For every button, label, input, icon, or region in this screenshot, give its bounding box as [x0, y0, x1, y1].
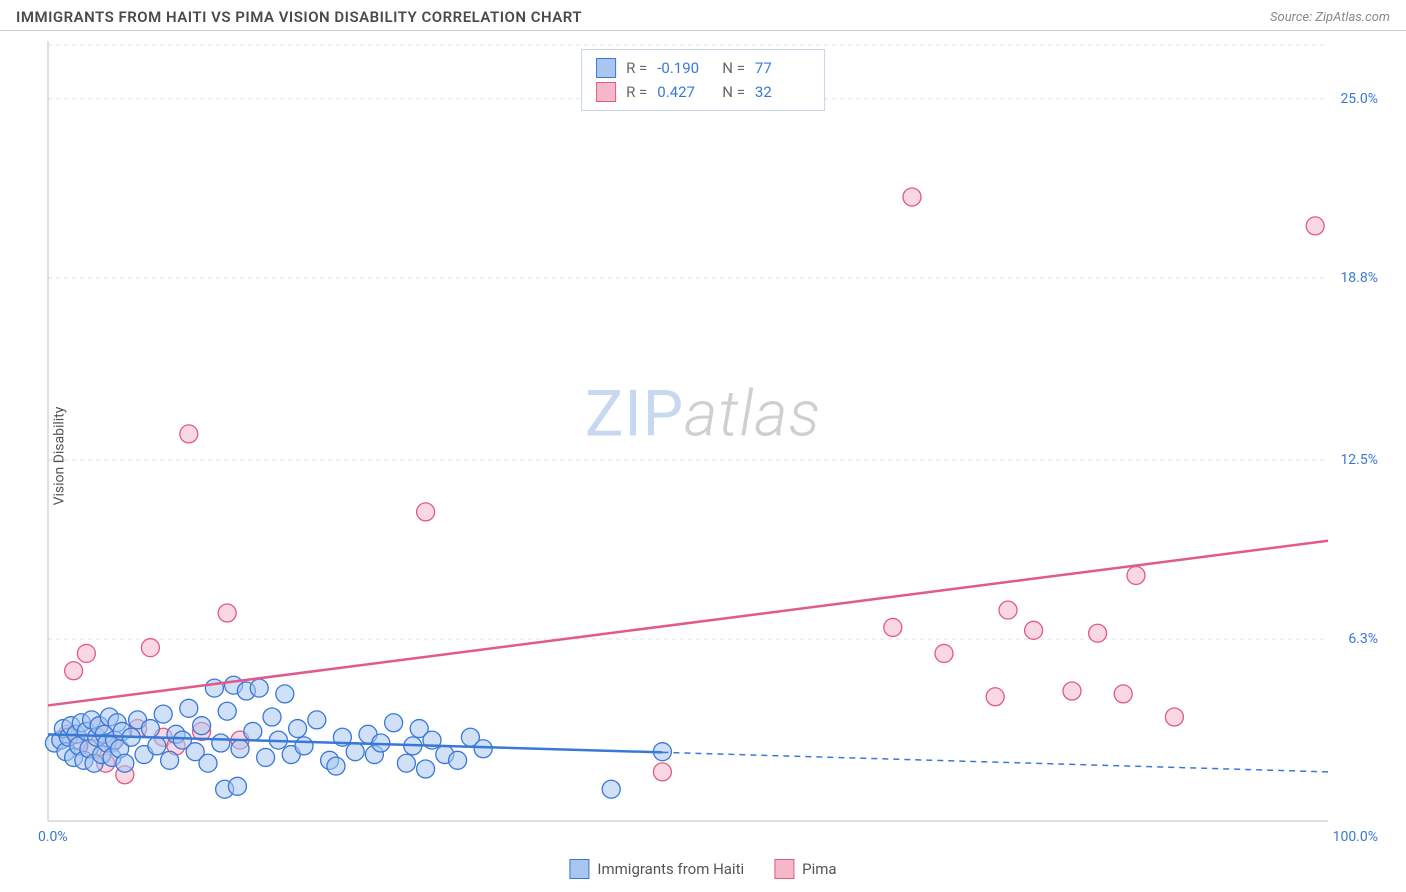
data-point: [986, 688, 1004, 706]
legend-swatch: [569, 859, 589, 879]
y-tick-label: 25.0%: [1340, 91, 1378, 107]
data-point: [218, 604, 236, 622]
data-point: [1025, 621, 1043, 639]
legend-swatch: [596, 58, 616, 78]
data-point: [935, 644, 953, 662]
legend-swatch: [774, 859, 794, 879]
data-point: [397, 754, 415, 772]
data-point: [449, 751, 467, 769]
data-point: [289, 720, 307, 738]
legend-correlation-row: R = -0.190 N = 77: [596, 56, 810, 80]
data-point: [346, 743, 364, 761]
data-point: [385, 714, 403, 732]
series-legend: Immigrants from Haiti Pima: [569, 859, 836, 879]
legend-r-label: R =: [626, 80, 647, 104]
data-point: [602, 780, 620, 798]
data-point: [212, 734, 230, 752]
data-point: [1127, 566, 1145, 584]
data-point: [474, 740, 492, 758]
scatter-chart: [0, 31, 1406, 851]
legend-series-item: Immigrants from Haiti: [569, 859, 744, 879]
legend-n-label: N =: [722, 80, 745, 104]
data-point: [653, 763, 671, 781]
y-tick-label: 12.5%: [1340, 452, 1378, 468]
x-tick-label: 0.0%: [38, 829, 68, 845]
chart-source: Source: ZipAtlas.com: [1270, 10, 1390, 25]
data-point: [161, 751, 179, 769]
data-point: [1114, 685, 1132, 703]
legend-r-value: -0.190: [657, 56, 712, 80]
data-point: [1306, 217, 1324, 235]
data-point: [65, 662, 83, 680]
data-point: [276, 685, 294, 703]
trend-line-extrapolated: [662, 752, 1328, 772]
y-tick-label: 18.8%: [1340, 270, 1378, 286]
legend-series-label: Pima: [802, 860, 836, 878]
data-point: [141, 720, 159, 738]
data-point: [154, 705, 172, 723]
data-point: [999, 601, 1017, 619]
correlation-legend: R = -0.190 N = 77 R = 0.427 N = 32: [581, 49, 825, 111]
data-point: [180, 425, 198, 443]
legend-correlation-row: R = 0.427 N = 32: [596, 80, 810, 104]
data-point: [228, 777, 246, 795]
data-point: [1165, 708, 1183, 726]
legend-n-value: 32: [755, 80, 810, 104]
data-point: [903, 188, 921, 206]
data-point: [417, 760, 435, 778]
data-point: [327, 757, 345, 775]
trend-line: [48, 541, 1328, 706]
data-point: [295, 737, 313, 755]
data-point: [1089, 624, 1107, 642]
data-point: [257, 748, 275, 766]
data-point: [218, 702, 236, 720]
data-point: [884, 618, 902, 636]
data-point: [77, 644, 95, 662]
legend-n-label: N =: [722, 56, 745, 80]
y-tick-label: 6.3%: [1348, 631, 1378, 647]
x-tick-label: 100.0%: [1333, 829, 1378, 845]
data-point: [1063, 682, 1081, 700]
data-point: [141, 639, 159, 657]
chart-area: Vision Disability ZIPatlas R =-0.190N =7…: [0, 31, 1406, 881]
data-point: [180, 699, 198, 717]
data-point: [116, 754, 134, 772]
data-point: [244, 722, 262, 740]
legend-series-item: Pima: [774, 859, 836, 879]
y-axis-label: Vision Disability: [51, 407, 67, 506]
data-point: [199, 754, 217, 772]
data-point: [193, 717, 211, 735]
legend-r-value: 0.427: [657, 80, 712, 104]
data-point: [250, 679, 268, 697]
data-point: [231, 740, 249, 758]
data-point: [148, 737, 166, 755]
legend-swatch: [596, 82, 616, 102]
legend-n-value: 77: [755, 56, 810, 80]
data-point: [263, 708, 281, 726]
legend-series-label: Immigrants from Haiti: [597, 860, 744, 878]
data-point: [205, 679, 223, 697]
data-point: [417, 503, 435, 521]
chart-title: IMMIGRANTS FROM HAITI VS PIMA VISION DIS…: [16, 8, 582, 26]
legend-r-label: R =: [626, 56, 647, 80]
data-point: [308, 711, 326, 729]
chart-header: IMMIGRANTS FROM HAITI VS PIMA VISION DIS…: [0, 0, 1406, 31]
